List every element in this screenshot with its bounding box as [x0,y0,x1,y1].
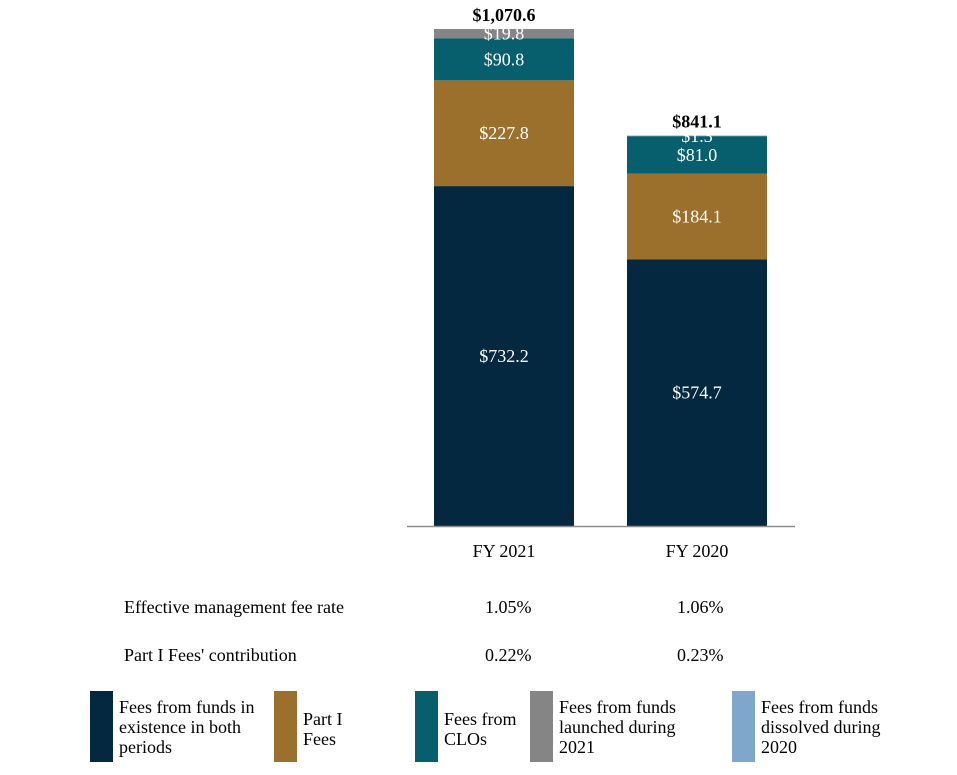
metric-value-fy2021: 0.22% [485,645,532,666]
data-label: $732.2 [479,346,529,366]
legend-label: Part I Fees [303,709,363,749]
metric-value-fy2021: 1.05% [485,597,532,618]
legend-label: Fees from funds dissolved during 2020 [761,697,911,757]
data-label: $574.7 [672,383,722,403]
legend-item-existing-funds: Fees from funds in existence in both per… [90,691,290,763]
category-label: FY 2020 [666,541,729,561]
metric-label: Effective management fee rate [124,597,344,618]
data-label: $90.8 [484,49,525,69]
legend-label: Fees from funds launched during 2021 [559,697,709,757]
legend-item-launched-2021: Fees from funds launched during 2021 [530,691,720,763]
data-label: $184.1 [672,206,722,226]
legend-item-part-i-fees: Part I Fees [274,691,394,763]
total-label: $841.1 [672,112,722,132]
metric-row-fee-rate: Effective management fee rate 1.05% 1.06… [0,597,957,621]
metric-label: Part I Fees' contribution [124,645,297,666]
legend-swatch [415,691,438,762]
category-label: FY 2021 [473,541,536,561]
legend-item-dissolved-2020: Fees from funds dissolved during 2020 [732,691,922,763]
legend-label: Fees from CLOs [444,709,534,749]
legend-swatch [732,691,755,762]
legend-label: Fees from funds in existence in both per… [119,697,279,757]
stacked-bar-chart: $732.2 $227.8 $90.8 $19.8$1,070.6 FY 2021 $57… [0,0,957,580]
data-label: $81.0 [677,145,718,165]
data-label: $19.8 [484,24,525,44]
metric-row-part-i-contribution: Part I Fees' contribution 0.22% 0.23% [0,645,957,669]
metric-value-fy2020: 0.23% [677,645,724,666]
legend-swatch [530,691,553,762]
legend-item-clos: Fees from CLOs [415,691,535,763]
total-label: $1,070.6 [473,5,536,25]
legend-swatch [90,691,113,762]
metric-value-fy2020: 1.06% [677,597,724,618]
legend-swatch [274,691,297,762]
data-label: $227.8 [479,123,529,143]
